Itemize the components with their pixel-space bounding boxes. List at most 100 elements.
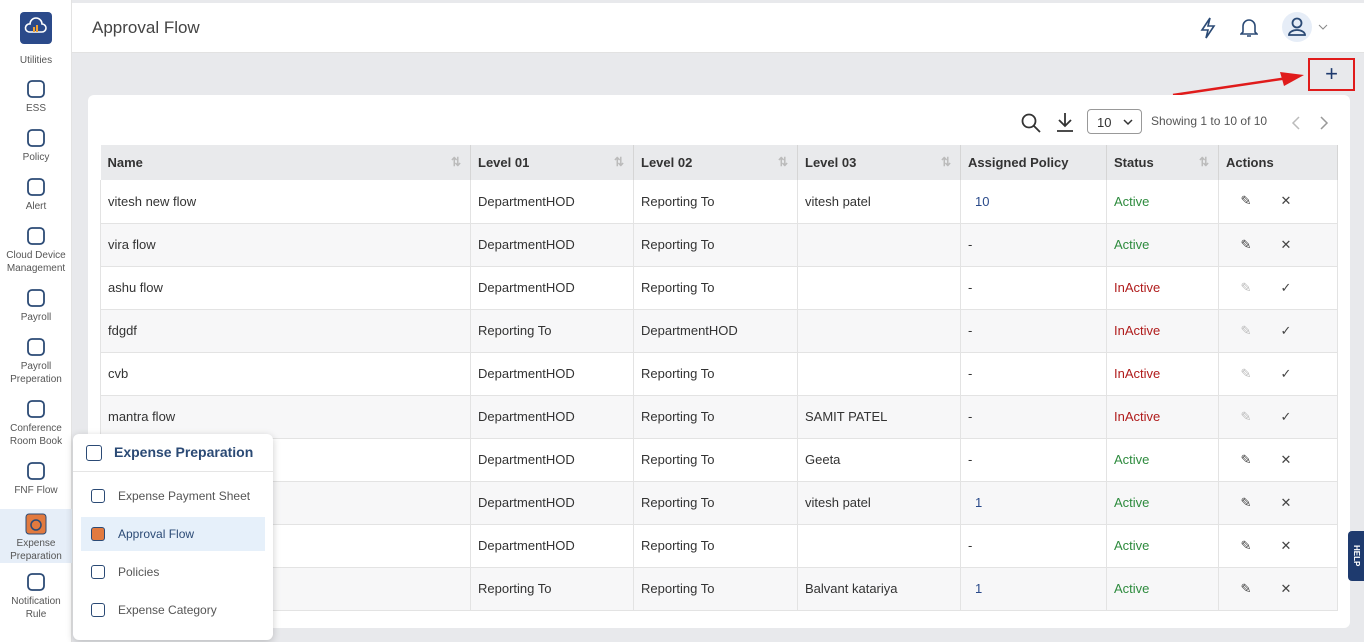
flow-icon — [27, 462, 45, 480]
sort-icon[interactable]: ⇅ — [940, 155, 951, 169]
column-header-status[interactable]: Status ⇅ — [1106, 145, 1219, 180]
sidebar-item-conference-room-book[interactable]: Conference Room Book — [0, 398, 72, 448]
activate-check-icon[interactable]: ✓ — [1280, 279, 1292, 295]
assigned-policy-cell: - — [960, 266, 1107, 310]
expense-preparation-menu: Expense Preparation Expense Payment Shee… — [73, 434, 273, 640]
sidebar-item-policy[interactable]: Policy — [0, 127, 72, 164]
assigned-policy-cell: - — [960, 223, 1107, 267]
level01-cell: DepartmentHOD — [470, 481, 634, 525]
sidebar-item-fnf-flow[interactable]: FNF Flow — [0, 460, 72, 497]
menu-title: Expense Preparation — [114, 444, 254, 460]
menu-item-icon — [91, 527, 105, 541]
sidebar-item-label: Payroll — [20, 312, 52, 323]
download-icon[interactable] — [1055, 112, 1075, 132]
level02-cell: Reporting To — [633, 223, 798, 267]
search-icon[interactable] — [1021, 113, 1041, 133]
table-row: ashu flow DepartmentHOD Reporting To - InAct… — [100, 266, 1338, 310]
column-header-name[interactable]: Name ⇅ — [100, 145, 471, 180]
sidebar-item-payroll-preperation[interactable]: Payroll Preperation — [0, 336, 72, 386]
deactivate-close-icon[interactable]: ✕ — [1280, 494, 1292, 510]
sidebar-item-payroll[interactable]: Payroll — [0, 287, 72, 324]
page-size-select[interactable]: 10 — [1087, 109, 1142, 134]
column-header-level-03[interactable]: Level 03 ⇅ — [797, 145, 961, 180]
sidebar-item-cloud-device-management[interactable]: Cloud Device Management — [0, 225, 72, 275]
level03-cell — [797, 524, 961, 568]
level03-cell — [797, 309, 961, 353]
column-header-level-02[interactable]: Level 02 ⇅ — [633, 145, 798, 180]
edit-icon[interactable]: ✎ — [1240, 193, 1252, 209]
column-header-actions: Actions — [1218, 145, 1338, 180]
edit-icon[interactable]: ✎ — [1240, 365, 1252, 381]
actions-cell: ✎ ✓ — [1218, 395, 1338, 439]
assigned-policy-cell: - — [960, 352, 1107, 396]
level01-cell: DepartmentHOD — [470, 223, 634, 267]
bell-icon[interactable] — [1240, 17, 1258, 39]
table-row: vitesh new flow DepartmentHOD Reporting To… — [100, 180, 1338, 224]
chevron-down-icon[interactable] — [1318, 23, 1328, 31]
conference-icon — [27, 400, 45, 418]
level01-cell: Reporting To — [470, 309, 634, 353]
sidebar-item-notification-rule[interactable]: Notification Rule — [0, 571, 72, 621]
avatar[interactable] — [1282, 12, 1312, 42]
activate-check-icon[interactable]: ✓ — [1280, 365, 1292, 381]
sidebar-item-label: Utilities — [19, 55, 53, 66]
level03-cell: vitesh patel — [797, 481, 961, 525]
edit-icon[interactable]: ✎ — [1240, 408, 1252, 424]
status-cell: Active — [1106, 180, 1219, 224]
name-cell: ashu flow — [100, 266, 471, 310]
lightning-icon[interactable] — [1199, 17, 1217, 39]
prev-page-icon[interactable] — [1291, 116, 1301, 130]
menu-item-label: Expense Payment Sheet — [118, 489, 251, 503]
sort-icon[interactable]: ⇅ — [777, 155, 788, 169]
edit-icon[interactable]: ✎ — [1240, 279, 1252, 295]
actions-cell: ✎ ✕ — [1218, 180, 1338, 224]
edit-icon[interactable]: ✎ — [1240, 494, 1252, 510]
menu-item-expense-payment-sheet[interactable]: Expense Payment Sheet — [81, 479, 265, 513]
pagination-info: Showing 1 to 10 of 10 — [1151, 114, 1268, 128]
assigned-policy-cell[interactable]: 10 — [960, 180, 1107, 224]
menu-item-expense-category[interactable]: Expense Category — [81, 593, 265, 627]
deactivate-close-icon[interactable]: ✕ — [1280, 236, 1292, 252]
deactivate-close-icon[interactable]: ✕ — [1280, 193, 1292, 209]
column-label: Level 02 — [641, 155, 693, 170]
level03-cell — [797, 266, 961, 310]
sort-icon[interactable]: ⇅ — [1198, 155, 1209, 169]
sidebar-item-label: Conference Room Book — [9, 423, 63, 447]
actions-cell: ✎ ✕ — [1218, 438, 1338, 482]
edit-icon[interactable]: ✎ — [1240, 580, 1252, 596]
sidebar-item-ess[interactable]: ESS — [0, 78, 72, 115]
next-page-icon[interactable] — [1319, 116, 1329, 130]
sidebar-item-label: Expense Preparation — [10, 538, 62, 562]
activate-check-icon[interactable]: ✓ — [1280, 408, 1292, 424]
assigned-policy-cell[interactable]: 1 — [960, 567, 1107, 611]
deactivate-close-icon[interactable]: ✕ — [1280, 580, 1292, 596]
level01-cell: DepartmentHOD — [470, 395, 634, 439]
menu-item-policies[interactable]: Policies — [81, 555, 265, 589]
checklist-icon — [27, 129, 45, 147]
help-button[interactable]: HELP — [1348, 531, 1364, 581]
edit-icon[interactable]: ✎ — [1240, 322, 1252, 338]
edit-icon[interactable]: ✎ — [1240, 451, 1252, 467]
top-bar: Approval Flow — [72, 3, 1364, 53]
deactivate-close-icon[interactable]: ✕ — [1280, 451, 1292, 467]
table-row: fdgdf Reporting To DepartmentHOD - InActive ✎… — [100, 309, 1338, 353]
deactivate-close-icon[interactable]: ✕ — [1280, 537, 1292, 553]
activate-check-icon[interactable]: ✓ — [1280, 322, 1292, 338]
sort-icon[interactable]: ⇅ — [450, 155, 461, 169]
sidebar-item-label: Notification Rule — [11, 596, 61, 620]
edit-icon[interactable]: ✎ — [1240, 236, 1252, 252]
table-row: DepartmentHOD Reporting To vitesh patel 1 Ac… — [100, 481, 1338, 525]
add-button[interactable]: + — [1308, 58, 1355, 91]
level01-cell: DepartmentHOD — [470, 266, 634, 310]
column-header-level-01[interactable]: Level 01 ⇅ — [470, 145, 634, 180]
assigned-policy-cell[interactable]: 1 — [960, 481, 1107, 525]
menu-item-approval-flow[interactable]: Approval Flow — [81, 517, 265, 551]
sidebar-item-alert[interactable]: Alert — [0, 176, 72, 213]
sidebar-item-utilities[interactable]: Utilities — [0, 12, 72, 67]
sort-icon[interactable]: ⇅ — [613, 155, 624, 169]
user-icon — [1288, 17, 1306, 36]
edit-icon[interactable]: ✎ — [1240, 537, 1252, 553]
name-cell: mantra flow — [100, 395, 471, 439]
sidebar-item-label: Alert — [25, 201, 47, 212]
sidebar-item-expense-preparation[interactable]: Expense Preparation — [0, 509, 72, 563]
